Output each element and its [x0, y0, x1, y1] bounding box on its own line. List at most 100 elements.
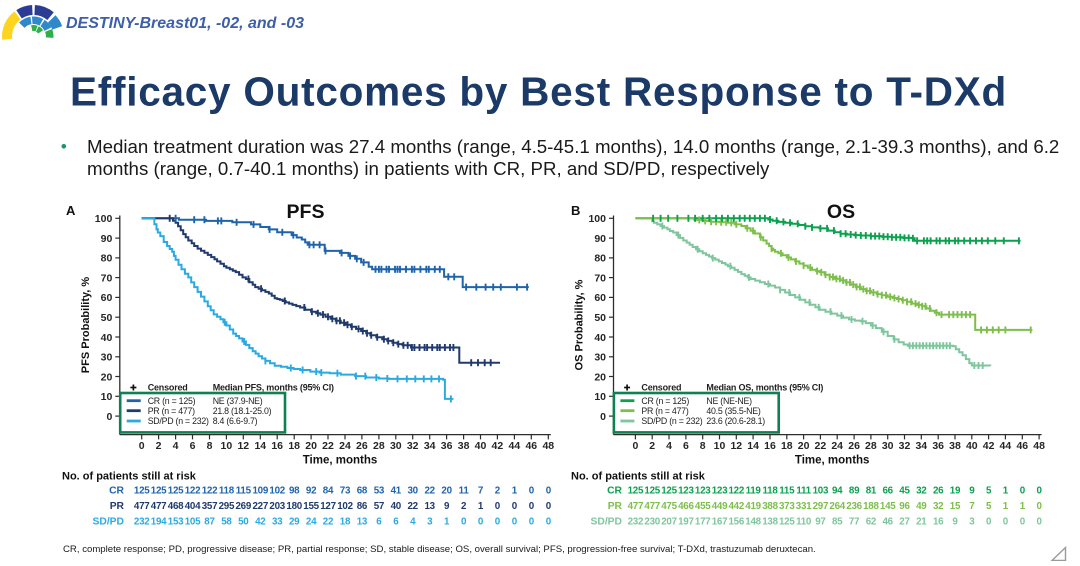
svg-text:6: 6	[393, 516, 399, 527]
svg-text:81: 81	[866, 486, 877, 497]
svg-text:0: 0	[478, 516, 484, 527]
svg-text:1: 1	[1020, 501, 1026, 512]
svg-text:89: 89	[849, 486, 860, 497]
svg-text:44: 44	[1000, 440, 1012, 452]
svg-text:CR: CR	[607, 486, 622, 497]
svg-text:SD/PD (n = 232): SD/PD (n = 232)	[148, 416, 209, 426]
svg-text:30: 30	[390, 440, 402, 452]
svg-text:0: 0	[1036, 501, 1042, 512]
svg-text:Median PFS, months (95% CI): Median PFS, months (95% CI)	[213, 383, 334, 393]
svg-text:100: 100	[95, 213, 113, 225]
svg-text:111: 111	[796, 486, 811, 497]
svg-text:49: 49	[916, 501, 927, 512]
svg-text:44: 44	[509, 440, 521, 452]
svg-text:125: 125	[134, 486, 150, 497]
svg-text:28: 28	[865, 440, 877, 452]
svg-text:388: 388	[762, 501, 778, 512]
svg-text:77: 77	[849, 516, 860, 527]
svg-text:40: 40	[966, 440, 978, 452]
svg-text:1: 1	[444, 516, 450, 527]
svg-text:123: 123	[712, 486, 728, 497]
svg-text:477: 477	[644, 501, 660, 512]
svg-text:153: 153	[168, 516, 184, 527]
svg-text:73: 73	[340, 486, 351, 497]
svg-text:57: 57	[374, 501, 385, 512]
svg-text:46: 46	[525, 440, 537, 452]
svg-text:0: 0	[600, 411, 606, 423]
svg-text:119: 119	[746, 486, 762, 497]
svg-text:0: 0	[546, 501, 552, 512]
svg-text:B: B	[571, 203, 580, 218]
svg-text:28: 28	[373, 440, 385, 452]
svg-text:188: 188	[863, 501, 879, 512]
svg-text:PR: PR	[110, 501, 125, 512]
svg-text:Time, months: Time, months	[303, 455, 378, 467]
svg-text:3: 3	[427, 516, 433, 527]
svg-text:203: 203	[269, 501, 285, 512]
svg-text:29: 29	[289, 516, 300, 527]
svg-text:125: 125	[779, 516, 795, 527]
svg-text:85: 85	[832, 516, 843, 527]
svg-text:122: 122	[202, 486, 218, 497]
svg-text:42: 42	[983, 440, 995, 452]
svg-text:109: 109	[252, 486, 268, 497]
svg-text:24: 24	[306, 516, 317, 527]
svg-text:16: 16	[933, 516, 944, 527]
svg-text:22: 22	[815, 440, 827, 452]
svg-text:10: 10	[101, 391, 113, 403]
svg-text:0: 0	[139, 440, 145, 452]
svg-text:194: 194	[151, 516, 167, 527]
svg-text:167: 167	[712, 516, 728, 527]
svg-text:20: 20	[441, 486, 452, 497]
svg-text:0: 0	[632, 440, 638, 452]
svg-text:0: 0	[461, 516, 467, 527]
svg-text:32: 32	[899, 440, 911, 452]
svg-text:8.4 (6.6-9.7): 8.4 (6.6-9.7)	[213, 416, 258, 426]
svg-text:373: 373	[779, 501, 795, 512]
svg-text:32: 32	[916, 486, 927, 497]
svg-text:0: 0	[546, 516, 552, 527]
svg-text:6: 6	[190, 440, 196, 452]
svg-text:48: 48	[542, 440, 554, 452]
svg-text:16: 16	[764, 440, 776, 452]
svg-text:PR (n = 477): PR (n = 477)	[148, 406, 195, 416]
svg-text:32: 32	[407, 440, 419, 452]
svg-text:14: 14	[254, 440, 266, 452]
svg-text:264: 264	[829, 501, 845, 512]
svg-text:27: 27	[899, 516, 910, 527]
svg-text:125: 125	[661, 486, 677, 497]
svg-text:NE (37.9-NE): NE (37.9-NE)	[213, 396, 263, 406]
svg-text:40: 40	[391, 501, 402, 512]
svg-text:68: 68	[357, 486, 368, 497]
svg-text:26: 26	[933, 486, 944, 497]
svg-text:80: 80	[101, 253, 113, 265]
svg-text:SD/PD: SD/PD	[93, 516, 124, 527]
svg-text:125: 125	[151, 486, 167, 497]
svg-text:449: 449	[712, 501, 728, 512]
svg-text:232: 232	[628, 516, 644, 527]
svg-text:26: 26	[356, 440, 368, 452]
svg-text:468: 468	[168, 501, 184, 512]
svg-text:70: 70	[101, 272, 113, 284]
svg-text:145: 145	[880, 501, 896, 512]
svg-text:21.8 (18.1-25.0): 21.8 (18.1-25.0)	[213, 406, 272, 416]
svg-text:6: 6	[683, 440, 689, 452]
svg-text:40.5 (35.5-NE): 40.5 (35.5-NE)	[706, 406, 761, 416]
svg-text:CR: CR	[109, 486, 124, 497]
svg-text:0: 0	[1020, 486, 1026, 497]
svg-text:SD/PD: SD/PD	[591, 516, 622, 527]
svg-text:123: 123	[695, 486, 711, 497]
svg-text:90: 90	[101, 233, 113, 245]
svg-text:11: 11	[459, 486, 470, 497]
svg-text:236: 236	[846, 501, 862, 512]
svg-text:227: 227	[252, 501, 268, 512]
svg-text:PFS Probability, %: PFS Probability, %	[80, 277, 92, 374]
svg-text:CR, complete response; PD, pro: CR, complete response; PD, progressive d…	[63, 544, 816, 555]
svg-text:105: 105	[185, 516, 201, 527]
svg-text:269: 269	[235, 501, 251, 512]
svg-text:20: 20	[798, 440, 810, 452]
svg-text:13: 13	[424, 501, 435, 512]
svg-text:125: 125	[628, 486, 644, 497]
svg-text:24: 24	[339, 440, 351, 452]
svg-text:DESTINY-Breast01, -02, and -03: DESTINY-Breast01, -02, and -03	[66, 15, 304, 32]
